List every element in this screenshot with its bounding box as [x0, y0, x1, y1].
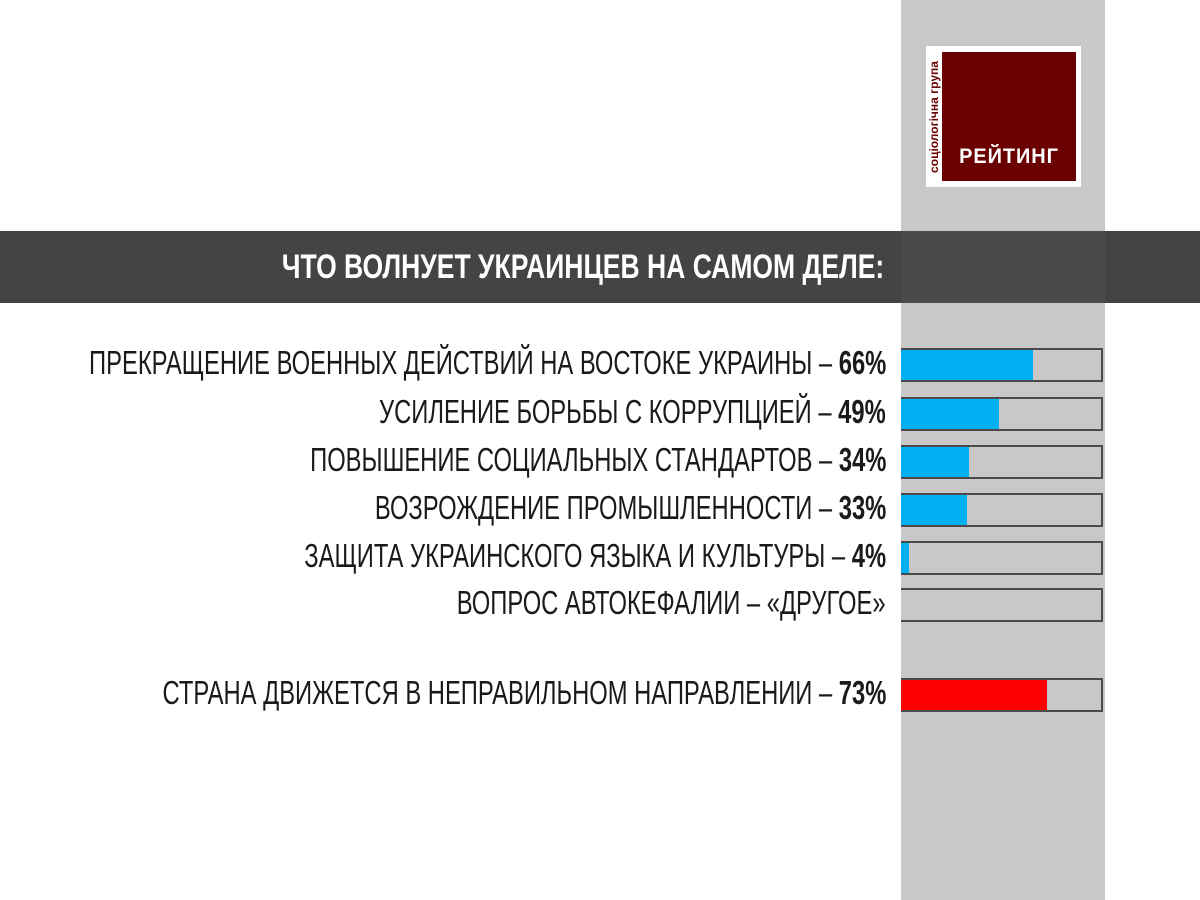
bar [901, 399, 999, 429]
bar-track [901, 678, 1103, 712]
bar-label-separator: – [825, 537, 852, 574]
logo-block: РЕЙТИНГ [942, 52, 1076, 181]
bar-label: СТРАНА ДВИЖЕТСЯ В НЕПРАВИЛЬНОМ НАПРАВЛЕН… [162, 676, 886, 710]
bar-label-separator: – [812, 674, 839, 711]
bar-label: ПРЕКРАЩЕНИЕ ВОЕННЫХ ДЕЙСТВИЙ НА ВОСТОКЕ … [89, 346, 886, 380]
bar-value-label: 49% [838, 393, 886, 430]
bar-track [901, 493, 1103, 527]
bar-label-separator: – [812, 489, 839, 526]
bar [901, 495, 967, 525]
bar-track [901, 541, 1103, 575]
bar-value-label: 66% [838, 344, 886, 381]
bar-value-label: 34% [838, 441, 886, 478]
bar-value-label: 73% [838, 674, 886, 711]
bar-label-text: ПОВЫШЕНИЕ СОЦИАЛЬНЫХ СТАНДАРТОВ [309, 441, 813, 478]
bar-track [901, 588, 1103, 622]
bar-value-label: 4% [851, 537, 886, 574]
logo-name: РЕЙТИНГ [959, 145, 1059, 168]
bar-label: ЗАЩИТА УКРАИНСКОГО ЯЗЫКА И КУЛЬТУРЫ – 4% [304, 539, 886, 573]
bar [901, 543, 909, 573]
bar-label-separator: – [812, 344, 839, 381]
bar-track [901, 445, 1103, 479]
bar-label: УСИЛЕНИЕ БОРЬБЫ С КОРРУПЦИЕЙ – 49% [379, 395, 886, 429]
bar-label-separator: – [812, 393, 839, 430]
logo-side-text: соціологічна група [927, 60, 941, 173]
bar-label-text: СТРАНА ДВИЖЕТСЯ В НЕПРАВИЛЬНОМ НАПРАВЛЕН… [162, 674, 813, 711]
rating-logo: соціологічна група РЕЙТИНГ [926, 46, 1081, 187]
bar-label: ПОВЫШЕНИЕ СОЦИАЛЬНЫХ СТАНДАРТОВ – 34% [310, 443, 886, 477]
bar-label-text: ЗАЩИТА УКРАИНСКОГО ЯЗЫКА И КУЛЬТУРЫ [304, 537, 826, 574]
bar-track [901, 348, 1103, 382]
bar-label: ВОПРОС АВТОКЕФАЛИИ – «ДРУГОЕ» [457, 586, 886, 620]
bar-label: ВОЗРОЖДЕНИЕ ПРОМЫШЛЕННОСТИ – 33% [375, 491, 886, 525]
bar-label-text: ВОЗРОЖДЕНИЕ ПРОМЫШЛЕННОСТИ [374, 489, 813, 526]
bar [901, 680, 1047, 710]
bar-track [901, 397, 1103, 431]
bar-label-text: ВОПРОС АВТОКЕФАЛИИ – «ДРУГОЕ» [457, 584, 886, 621]
bar [901, 447, 969, 477]
title-banner: ЧТО ВОЛНУЕТ УКРАИНЦЕВ НА САМОМ ДЕЛЕ: [0, 231, 1200, 303]
bar-label-text: ПРЕКРАЩЕНИЕ ВОЕННЫХ ДЕЙСТВИЙ НА ВОСТОКЕ … [88, 344, 813, 381]
bar-value-label: 33% [838, 489, 886, 526]
bar [901, 350, 1033, 380]
bar-label-separator: – [812, 441, 839, 478]
bar-label-text: УСИЛЕНИЕ БОРЬБЫ С КОРРУПЦИЕЙ [379, 393, 813, 430]
chart-title: ЧТО ВОЛНУЕТ УКРАИНЦЕВ НА САМОМ ДЕЛЕ: [281, 248, 884, 286]
